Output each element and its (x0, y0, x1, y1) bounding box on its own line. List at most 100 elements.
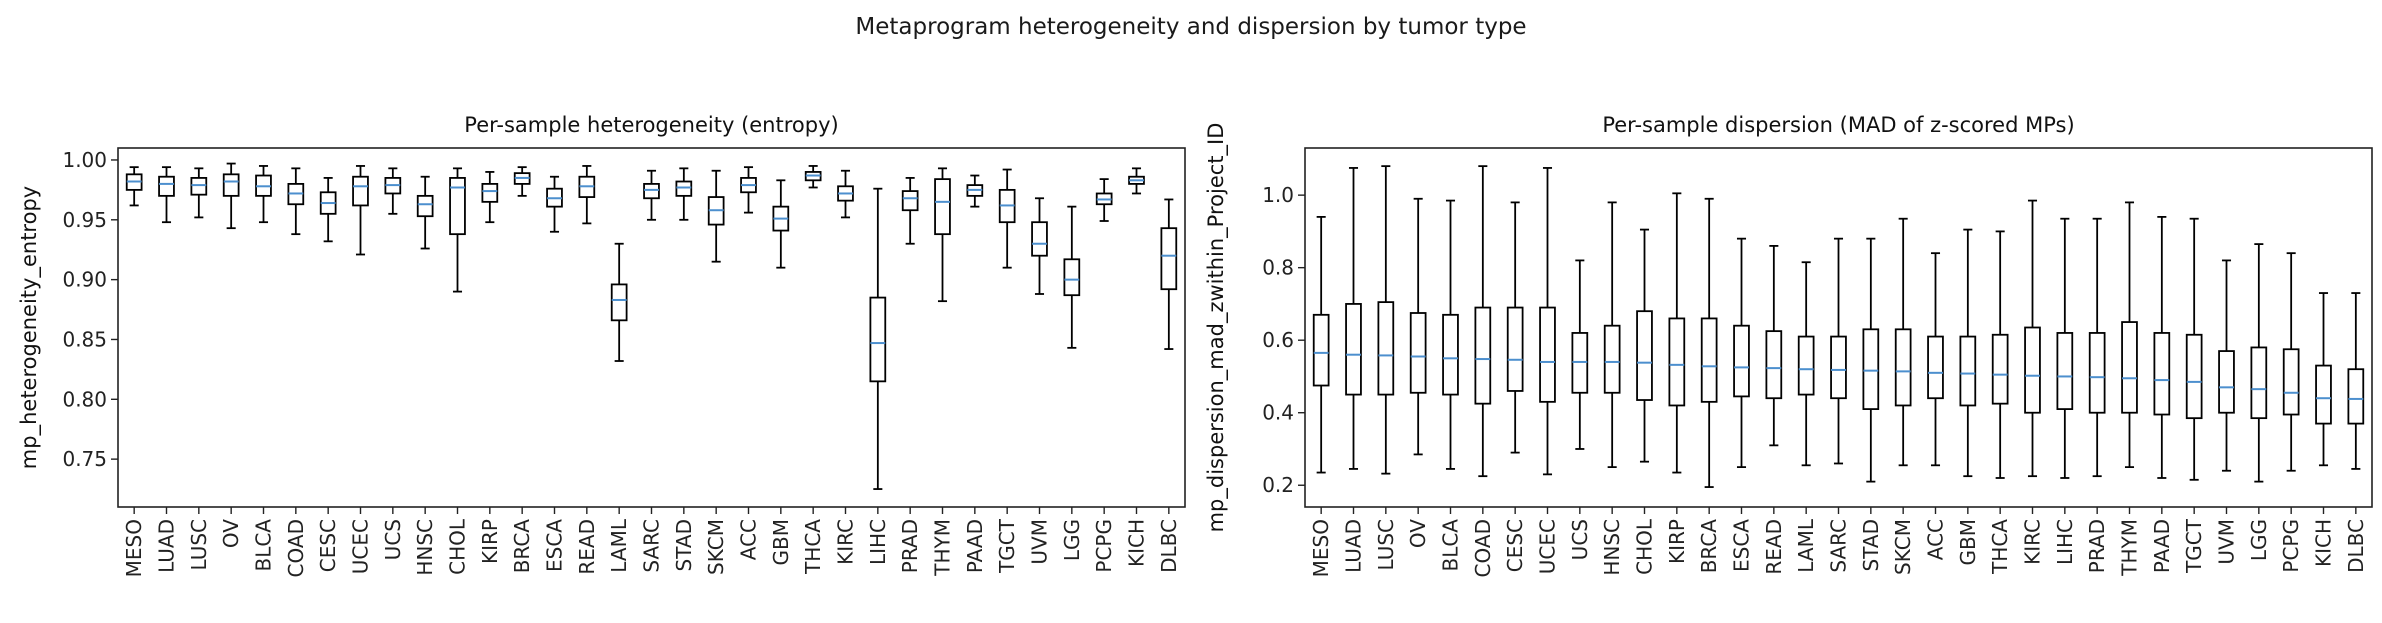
dispersion-x-tick-label: THCA (1988, 519, 2012, 575)
heterogeneity-box-hnsc (416, 175, 434, 250)
heterogeneity-box-acc (740, 166, 757, 214)
dispersion-box-read (1765, 245, 1783, 447)
iqr-box (449, 177, 466, 236)
dispersion-box-ucs (1571, 259, 1589, 450)
heterogeneity-x-tick-label: DLBC (1157, 519, 1181, 573)
iqr-box (610, 283, 628, 322)
dispersion-y-tick-label: 1.0 (1262, 183, 1294, 207)
heterogeneity-y-tick-label: 0.75 (62, 447, 107, 471)
heterogeneity-box-lusc (190, 167, 208, 219)
dispersion-panel: Per-sample dispersion (MAD of z-scored M… (1204, 113, 2373, 577)
dispersion-box-kirc (2024, 199, 2041, 478)
dispersion-box-brca (1700, 197, 1718, 488)
heterogeneity-y-tick-label: 0.80 (62, 387, 107, 411)
heterogeneity-box-meso (125, 166, 143, 207)
dispersion-x-tick-label: MESO (1309, 519, 1333, 577)
dispersion-box-pcpg (2282, 252, 2300, 472)
iqr-box (1636, 310, 1653, 401)
dispersion-x-tick-label: SKCM (1891, 519, 1915, 575)
iqr-box (2347, 368, 2365, 425)
heterogeneity-x-tick-label: COAD (284, 519, 308, 577)
dispersion-box-gbm (1959, 228, 1977, 478)
heterogeneity-x-tick-label: OV (219, 519, 243, 548)
dispersion-x-tick-label: PRAD (2085, 519, 2109, 573)
iqr-box (2218, 350, 2235, 414)
iqr-box (1603, 324, 1621, 394)
heterogeneity-y-tick-label: 0.90 (62, 268, 107, 292)
iqr-box (1668, 317, 1686, 407)
heterogeneity-box-thca (804, 165, 822, 189)
heterogeneity-x-tick-label: HNSC (413, 519, 437, 576)
heterogeneity-x-tick-label: CHOL (446, 518, 470, 575)
dispersion-x-tick-label: UVM (2215, 519, 2239, 565)
dispersion-x-tick-label: PAAD (2150, 519, 2174, 573)
heterogeneity-x-tick-label: LAML (607, 518, 631, 573)
iqr-box (1862, 328, 1880, 410)
heterogeneity-panel-title: Per-sample heterogeneity (entropy) (464, 113, 838, 137)
iqr-box (2024, 326, 2041, 414)
iqr-box (869, 296, 887, 383)
dispersion-box-hnsc (1603, 201, 1621, 469)
heterogeneity-x-tick-label: ESCA (543, 519, 567, 572)
heterogeneity-x-tick-label: BRCA (510, 519, 534, 574)
heterogeneity-box-kirc (837, 169, 854, 219)
heterogeneity-x-tick-label: SARC (640, 519, 664, 573)
dispersion-x-tick-label: KICH (2312, 519, 2336, 567)
dispersion-x-tick-label: CESC (1503, 519, 1527, 572)
iqr-box (1506, 306, 1524, 392)
dispersion-boxes (1312, 165, 2365, 488)
iqr-box (1733, 324, 1750, 398)
dispersion-box-tgct (2185, 217, 2203, 481)
iqr-box (1991, 333, 2009, 405)
dispersion-x-tick-label: LAML (1794, 518, 1818, 573)
iqr-box (416, 194, 434, 218)
dispersion-x-tick-label: BRCA (1697, 519, 1721, 574)
iqr-box (2315, 364, 2332, 425)
iqr-box (2250, 346, 2268, 420)
heterogeneity-x-tick-label: TGCT (995, 518, 1019, 574)
heterogeneity-box-luad (158, 166, 175, 224)
iqr-box (2088, 332, 2106, 414)
heterogeneity-x-tick-label: UCS (381, 519, 405, 560)
iqr-box (1031, 221, 1048, 257)
heterogeneity-box-skcm (707, 169, 725, 263)
dispersion-y-axis-label: mp_dispersion_mad_zwithin_Project_ID (1204, 123, 1229, 533)
dispersion-x-tick-label: BLCA (1439, 519, 1463, 572)
iqr-box (481, 182, 499, 203)
iqr-box (158, 175, 175, 197)
dispersion-x-ticks: MESO LUAD LUSC OV BLCA COAD CESC UCEC UCS HNSC CHO… (1309, 507, 2368, 577)
heterogeneity-box-prad (901, 177, 919, 245)
dispersion-box-luad (1345, 167, 1362, 470)
dispersion-box-lihc (2056, 217, 2074, 479)
heterogeneity-x-tick-label: ACC (737, 519, 761, 560)
iqr-box (1700, 317, 1718, 403)
dispersion-x-tick-label: THYM (2118, 519, 2142, 577)
dispersion-box-skcm (1894, 217, 1912, 467)
dispersion-x-tick-label: LIHC (2053, 519, 2077, 565)
dispersion-x-tick-label: PCPG (2279, 519, 2303, 573)
heterogeneity-y-tick-label: 0.85 (62, 327, 107, 351)
dispersion-x-tick-label: TGCT (2182, 518, 2206, 574)
iqr-box (675, 180, 693, 197)
dispersion-box-ucec (1539, 167, 1556, 476)
figure-title: Metaprogram heterogeneity and dispersion… (855, 14, 1527, 40)
heterogeneity-x-tick-label: KIRP (478, 519, 502, 564)
heterogeneity-x-tick-label: LGG (1060, 519, 1084, 561)
dispersion-y-tick-label: 0.6 (1262, 328, 1294, 352)
iqr-box (1377, 301, 1395, 396)
dispersion-y-tick-label: 0.8 (1262, 256, 1294, 280)
heterogeneity-y-ticks: 0.75 0.80 0.85 0.90 0.95 1.00 (62, 148, 118, 471)
dispersion-x-tick-label: UCEC (1536, 519, 1560, 574)
dispersion-x-tick-label: SARC (1827, 519, 1851, 573)
dispersion-box-laml (1797, 261, 1815, 467)
heterogeneity-x-tick-label: LIHC (866, 519, 890, 565)
heterogeneity-y-tick-label: 1.00 (62, 148, 107, 172)
heterogeneity-box-pcpg (1095, 178, 1113, 222)
heterogeneity-panel: Per-sample heterogeneity (entropy) mp_he… (17, 113, 1186, 577)
iqr-box (934, 178, 951, 236)
dispersion-box-blca (1442, 199, 1459, 470)
heterogeneity-x-tick-label: UVM (1028, 519, 1052, 565)
heterogeneity-box-kich (1128, 167, 1145, 195)
heterogeneity-x-tick-label: STAD (672, 519, 696, 571)
heterogeneity-x-tick-label: GBM (769, 519, 793, 565)
